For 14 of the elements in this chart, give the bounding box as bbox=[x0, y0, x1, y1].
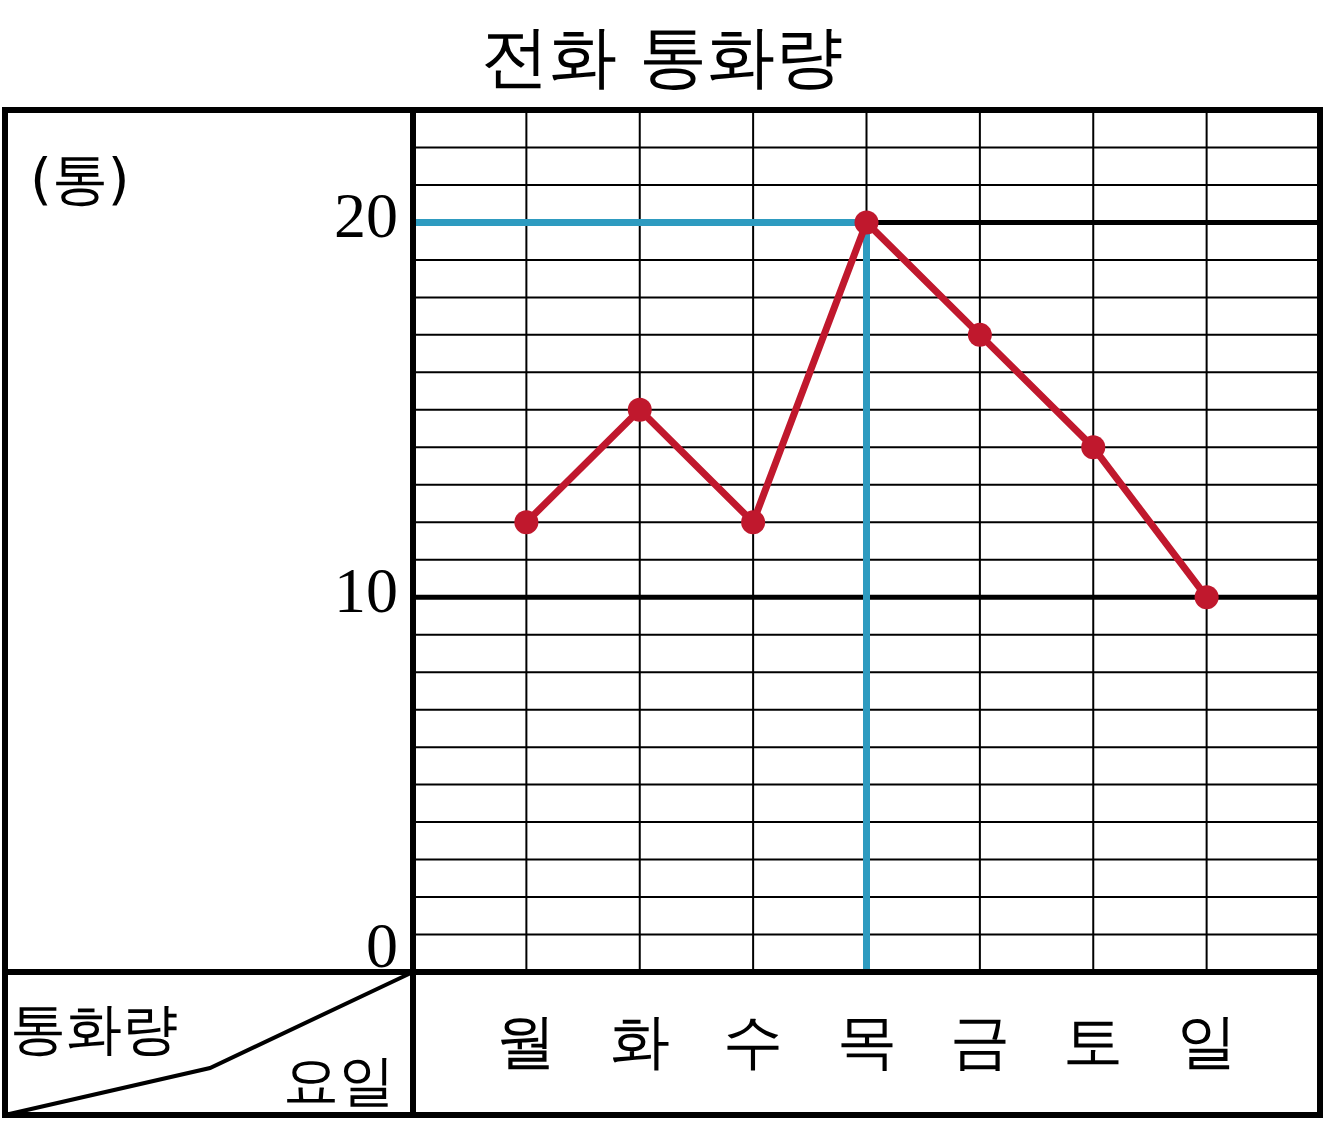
y-tick-label: 20 bbox=[334, 180, 398, 252]
text: 통화량 bbox=[10, 996, 178, 1061]
chart-title: 전화 통화량 bbox=[481, 17, 843, 96]
x-tick-label: 화 bbox=[609, 1005, 670, 1076]
x-tick-label: 토 bbox=[1063, 1005, 1124, 1076]
x-tick-label: 목 bbox=[836, 1005, 897, 1076]
x-tick-label: 일 bbox=[1176, 1005, 1237, 1076]
x-tick-label: 금 bbox=[949, 1005, 1010, 1076]
x-axis-title: 요일 bbox=[283, 1048, 395, 1113]
y-axis-title: (통) bbox=[30, 146, 130, 211]
x-tick-label: 월 bbox=[496, 1005, 557, 1076]
x-tick-label: 수 bbox=[723, 1005, 784, 1076]
y-tick-label: 10 bbox=[334, 554, 398, 626]
y-tick-label: 0 bbox=[366, 910, 398, 981]
